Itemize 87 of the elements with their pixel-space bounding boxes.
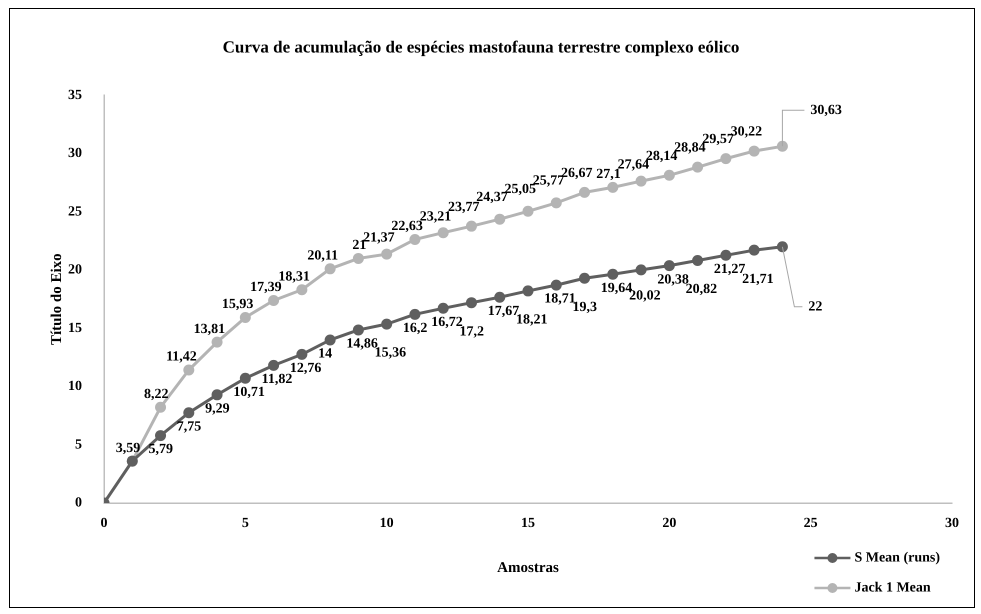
- point: [296, 348, 308, 360]
- point: [296, 284, 308, 296]
- data-label: 22: [808, 299, 822, 314]
- data-label: 7,75: [176, 419, 202, 434]
- point: [381, 318, 392, 330]
- point: [720, 153, 732, 164]
- point: [324, 334, 336, 346]
- point: [636, 176, 647, 187]
- point: [579, 186, 590, 198]
- y-tick-label: 35: [68, 88, 82, 104]
- point: [438, 227, 449, 238]
- point: [664, 170, 675, 181]
- point: [212, 389, 223, 400]
- point: [494, 292, 506, 303]
- data-label: 27,1: [596, 167, 621, 182]
- data-label: 26,67: [561, 166, 593, 182]
- point: [550, 280, 562, 291]
- data-label: 10,71: [233, 384, 265, 400]
- point: [664, 260, 675, 272]
- y-tick-label: 0: [75, 496, 82, 511]
- y-tick-label: 30: [68, 146, 82, 162]
- data-label: 11,42: [166, 350, 197, 365]
- data-label: 8,22: [144, 386, 169, 402]
- point: [240, 372, 251, 384]
- data-label: 17,2: [459, 324, 484, 340]
- point: [466, 297, 477, 308]
- point: [522, 285, 534, 296]
- legend-label: Jack 1 Mean: [854, 580, 931, 596]
- data-label: 11,82: [262, 372, 292, 387]
- point: [579, 272, 590, 284]
- x-tick-label: 10: [380, 516, 394, 532]
- data-label: 23,77: [448, 200, 480, 215]
- point: [268, 294, 280, 306]
- point: [324, 263, 336, 274]
- x-axis-title: Amostras: [497, 560, 559, 576]
- point: [607, 268, 618, 280]
- data-label: 30,63: [810, 102, 842, 118]
- y-tick-label: 20: [68, 262, 82, 278]
- data-label: 17,39: [250, 280, 282, 296]
- point: [748, 146, 760, 157]
- point: [155, 430, 166, 442]
- point: [550, 197, 562, 208]
- x-tick-label: 5: [242, 516, 249, 532]
- point: [720, 250, 732, 261]
- point: [776, 140, 788, 152]
- point: [409, 308, 420, 320]
- data-label: 9,29: [205, 401, 230, 416]
- legend-label: S Mean (runs): [854, 550, 940, 566]
- y-tick-label: 25: [68, 204, 82, 220]
- x-tick-label: 15: [521, 516, 535, 532]
- data-label: 15,93: [222, 297, 254, 312]
- x-tick-label: 20: [662, 516, 676, 532]
- chart-title: Curva de acumulação de espécies mastofauna terrestre complexo eólico: [222, 38, 740, 57]
- point: [183, 407, 194, 418]
- point: [466, 220, 477, 232]
- point: [155, 402, 166, 413]
- x-tick-label: 30: [945, 516, 959, 532]
- data-label: 14,86: [346, 336, 378, 352]
- point: [494, 214, 506, 225]
- point: [240, 312, 251, 323]
- point: [438, 302, 449, 314]
- data-label: 14: [318, 346, 332, 362]
- y-tick-label: 5: [75, 437, 82, 452]
- point: [692, 162, 704, 173]
- y-tick-label: 10: [68, 379, 82, 394]
- point: [776, 241, 788, 252]
- point: [748, 244, 760, 256]
- point: [183, 364, 194, 376]
- point: [352, 324, 364, 336]
- point: [381, 248, 392, 260]
- data-label: 5,79: [148, 442, 174, 458]
- point: [636, 264, 647, 276]
- point: [409, 234, 420, 245]
- point: [522, 206, 534, 217]
- point: [692, 255, 704, 266]
- x-tick-label: 25: [804, 516, 818, 532]
- data-label: 20,11: [307, 248, 338, 264]
- x-tick-label: 0: [100, 516, 108, 532]
- point: [268, 360, 280, 371]
- point: [352, 252, 364, 264]
- y-tick-label: 15: [68, 320, 82, 336]
- data-label: 3,59: [116, 440, 140, 456]
- data-label: 16,2: [402, 320, 428, 336]
- point: [607, 182, 618, 193]
- data-label: 13,81: [194, 322, 226, 337]
- point: [212, 336, 223, 348]
- y-axis-title: Título do Eixo: [48, 253, 65, 346]
